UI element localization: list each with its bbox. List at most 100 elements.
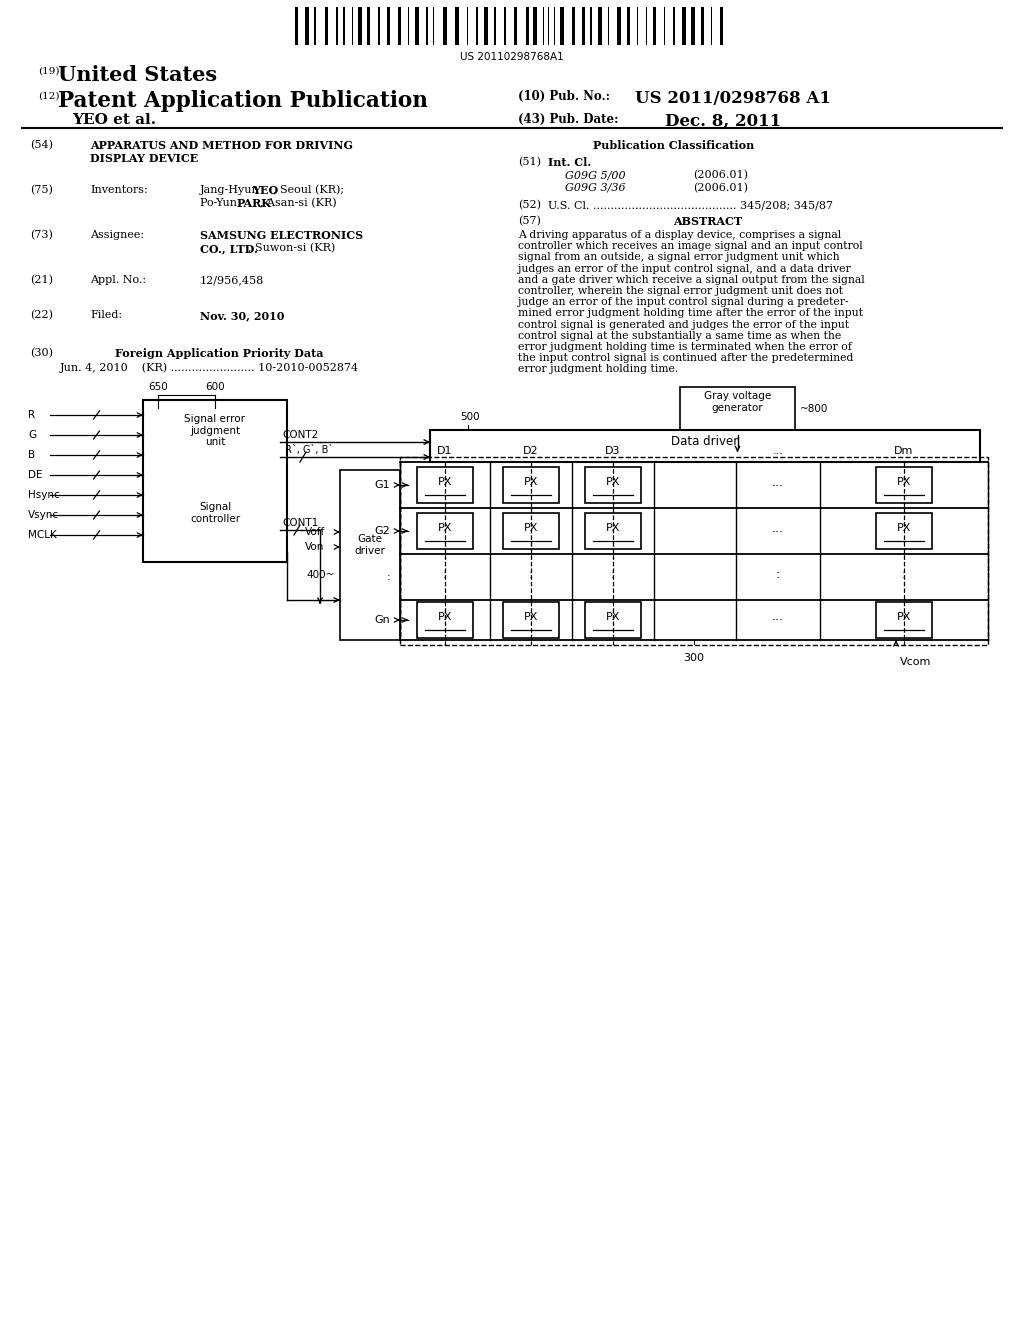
Bar <box>387 7 390 45</box>
Bar <box>595 7 597 45</box>
Text: Inventors:: Inventors: <box>90 185 147 195</box>
Bar <box>520 7 524 45</box>
Text: 400~: 400~ <box>306 570 335 579</box>
Text: (75): (75) <box>30 185 53 195</box>
Text: PX: PX <box>438 477 453 487</box>
Text: Int. Cl.: Int. Cl. <box>548 157 591 168</box>
Bar <box>462 7 465 45</box>
Text: judges an error of the input control signal, and a data driver: judges an error of the input control sig… <box>518 264 851 273</box>
Text: ~800: ~800 <box>800 404 828 414</box>
Text: signal from an outside, a signal error judgment unit which: signal from an outside, a signal error j… <box>518 252 840 263</box>
Bar <box>420 7 424 45</box>
Text: 600: 600 <box>205 381 225 392</box>
Text: 650: 650 <box>148 381 168 392</box>
Bar <box>299 7 302 45</box>
Bar <box>876 602 932 638</box>
Bar <box>622 7 625 45</box>
Bar <box>373 7 375 45</box>
Text: ...: ... <box>772 610 784 623</box>
Text: (43) Pub. Date:: (43) Pub. Date: <box>518 114 618 125</box>
Text: controller which receives an image signal and an input control: controller which receives an image signa… <box>518 242 863 251</box>
Text: (57): (57) <box>518 216 541 226</box>
Text: D1: D1 <box>437 446 453 455</box>
Text: B: B <box>28 450 35 459</box>
Text: (52): (52) <box>518 201 541 210</box>
Bar <box>550 7 553 45</box>
Bar <box>417 513 473 549</box>
Text: (51): (51) <box>518 157 541 168</box>
Text: US 20110298768A1: US 20110298768A1 <box>460 51 564 62</box>
Text: A driving apparatus of a display device, comprises a signal: A driving apparatus of a display device,… <box>518 230 842 240</box>
Text: Jang-Hyun: Jang-Hyun <box>200 185 263 195</box>
Bar <box>627 7 630 45</box>
Text: PX: PX <box>606 477 621 487</box>
Bar <box>325 7 328 45</box>
Text: CO., LTD.: CO., LTD. <box>200 243 258 253</box>
Text: G09G 5/00: G09G 5/00 <box>565 170 626 180</box>
Text: (30): (30) <box>30 348 53 358</box>
Bar <box>598 7 602 45</box>
Text: PX: PX <box>897 477 911 487</box>
Bar <box>682 7 686 45</box>
Text: (22): (22) <box>30 310 53 321</box>
Bar <box>572 7 575 45</box>
Text: Hsync: Hsync <box>28 490 59 500</box>
Bar <box>450 7 454 45</box>
Text: error judgment holding time.: error judgment holding time. <box>518 364 678 375</box>
Bar <box>585 513 641 549</box>
Text: G09G 3/36: G09G 3/36 <box>565 183 626 193</box>
Text: YEO: YEO <box>252 185 279 195</box>
Bar <box>582 7 585 45</box>
Text: Signal
controller: Signal controller <box>189 502 240 524</box>
Text: G1: G1 <box>375 480 390 490</box>
Text: and a gate driver which receive a signal output from the signal: and a gate driver which receive a signal… <box>518 275 864 285</box>
Text: PX: PX <box>524 477 539 487</box>
Bar <box>150 408 280 480</box>
Text: Voff: Voff <box>305 527 326 537</box>
Bar <box>340 470 400 640</box>
Text: YEO et al.: YEO et al. <box>72 114 156 127</box>
Text: PX: PX <box>606 612 621 622</box>
Text: 500: 500 <box>460 412 479 422</box>
Text: (2006.01): (2006.01) <box>693 170 748 181</box>
Bar <box>586 7 589 45</box>
Bar <box>426 7 428 45</box>
Text: PX: PX <box>897 523 911 533</box>
Text: (19): (19) <box>38 67 59 77</box>
Text: :: : <box>528 568 534 581</box>
Bar <box>565 7 569 45</box>
Bar <box>676 7 679 45</box>
Text: judge an error of the input control signal during a predeter-: judge an error of the input control sign… <box>518 297 849 308</box>
Text: DISPLAY DEVICE: DISPLAY DEVICE <box>90 153 199 164</box>
Bar <box>400 457 988 645</box>
Text: Nov. 30, 2010: Nov. 30, 2010 <box>200 310 285 321</box>
Text: R: R <box>28 411 35 420</box>
Bar <box>673 7 675 45</box>
Bar <box>503 513 559 549</box>
Bar <box>680 387 795 436</box>
Bar <box>402 7 406 45</box>
Text: Foreign Application Priority Data: Foreign Application Priority Data <box>115 348 324 359</box>
Bar <box>668 7 671 45</box>
Text: DE: DE <box>28 470 43 480</box>
Bar <box>336 7 338 45</box>
Bar <box>590 7 592 45</box>
Bar <box>498 7 502 45</box>
Bar <box>494 7 496 45</box>
Bar <box>339 7 341 45</box>
Text: G2: G2 <box>374 525 390 536</box>
Bar <box>876 467 932 503</box>
Text: :: : <box>902 568 906 581</box>
Text: Appl. No.:: Appl. No.: <box>90 275 146 285</box>
Bar <box>417 467 473 503</box>
Bar <box>720 7 723 45</box>
Bar <box>150 498 280 552</box>
Text: :: : <box>386 572 390 582</box>
Text: controller, wherein the signal error judgment unit does not: controller, wherein the signal error jud… <box>518 286 843 296</box>
Text: PX: PX <box>524 523 539 533</box>
Bar <box>556 7 559 45</box>
Bar <box>329 7 333 45</box>
Bar <box>658 7 662 45</box>
Text: :: : <box>611 568 615 581</box>
Text: (21): (21) <box>30 275 53 285</box>
